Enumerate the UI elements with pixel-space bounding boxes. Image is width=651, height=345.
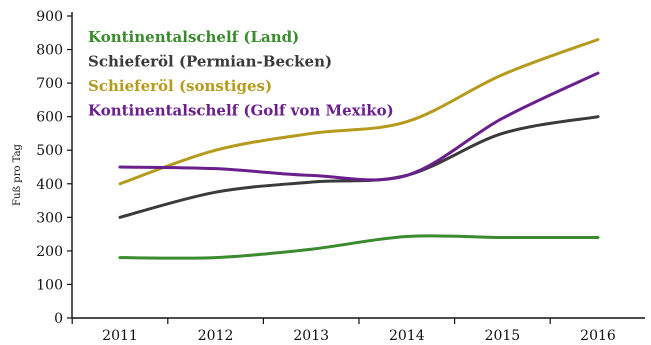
series-lines bbox=[118, 37, 600, 260]
y-tick-label: 800 bbox=[36, 43, 63, 59]
y-tick-label: 300 bbox=[36, 210, 63, 226]
x-tick-label: 2011 bbox=[102, 328, 138, 344]
y-tick-label: 600 bbox=[36, 110, 63, 126]
y-axis-title: Fuß pro Tag bbox=[12, 143, 23, 205]
x-tick-label: 2014 bbox=[389, 328, 425, 344]
x-tick-label: 2015 bbox=[485, 328, 521, 344]
y-tick-label: 700 bbox=[36, 76, 63, 92]
y-tick-label: 200 bbox=[36, 244, 63, 260]
axes bbox=[71, 12, 645, 319]
legend-entry-1: Kontinentalschelf (Land) bbox=[88, 28, 299, 46]
legend: Kontinentalschelf (Land) Schieferöl (Perm… bbox=[88, 28, 394, 120]
y-axis-ticks: 0 100 200 300 400 500 600 700 800 900 bbox=[36, 9, 72, 327]
x-tick-label: 2013 bbox=[293, 328, 329, 344]
legend-entry-4: Kontinentalschelf (Golf von Mexiko) bbox=[88, 102, 394, 120]
series-line-1 bbox=[118, 234, 600, 260]
y-tick-label: 100 bbox=[36, 277, 63, 293]
series-line-3 bbox=[118, 37, 600, 186]
y-tick-label: 500 bbox=[36, 143, 63, 159]
x-axis-ticks: 2011 2012 2013 2014 2015 2016 bbox=[71, 318, 616, 344]
x-tick-label: 2016 bbox=[580, 328, 616, 344]
legend-entry-3: Schieferöl (sonstiges) bbox=[88, 77, 272, 95]
x-tick-label: 2012 bbox=[198, 328, 234, 344]
y-tick-label: 900 bbox=[36, 9, 63, 25]
y-tick-label: 400 bbox=[36, 177, 63, 193]
y-tick-label: 0 bbox=[54, 311, 63, 327]
series-line-4 bbox=[118, 71, 600, 182]
legend-entry-2: Schieferöl (Permian-Becken) bbox=[88, 53, 332, 71]
